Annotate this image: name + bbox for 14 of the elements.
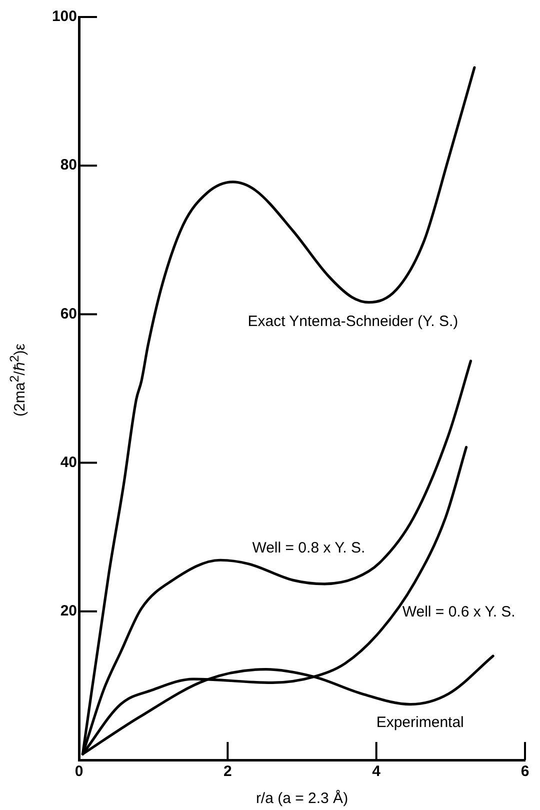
x-axis-title: r/a (a = 2.3 Å): [256, 789, 348, 808]
y-tick-label: 100: [52, 8, 77, 26]
x-tick-label: 6: [520, 763, 530, 780]
x-tick-label: 2: [223, 763, 232, 780]
y-tick-label: 40: [60, 454, 77, 471]
series-label: Well = 0.6 x Y. S.: [402, 603, 516, 620]
y-tick-label: 60: [60, 305, 77, 322]
y-tick-label: 80: [60, 156, 77, 174]
series-label: Exact Yntema-Schneider (Y. S.): [248, 312, 458, 330]
x-tick-label: 4: [372, 763, 382, 780]
series-label: Experimental: [376, 714, 464, 731]
series-label: Well = 0.8 x Y. S.: [252, 539, 366, 556]
x-tick-label: 0: [74, 763, 84, 780]
y-tick-label: 20: [60, 602, 77, 620]
